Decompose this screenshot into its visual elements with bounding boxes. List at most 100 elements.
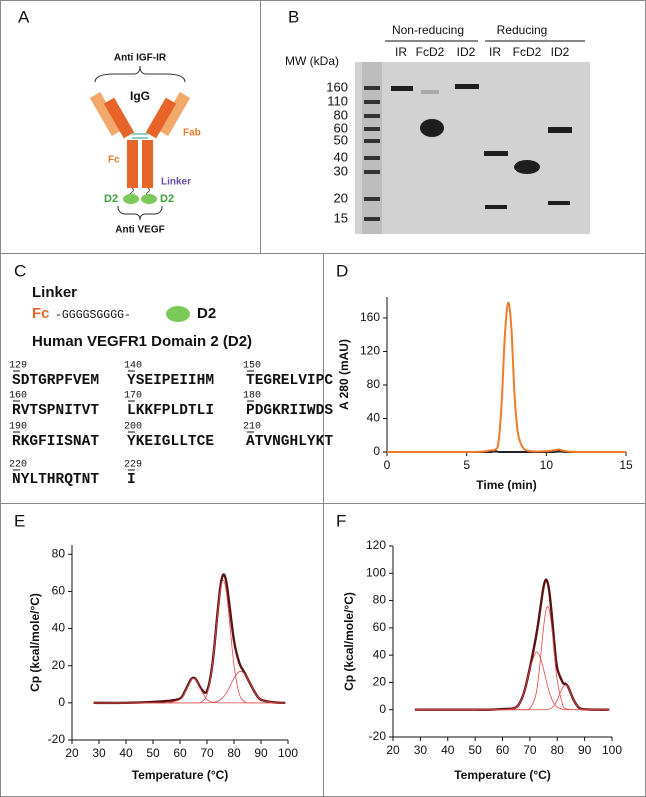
x-tick-label: 30: [92, 746, 106, 760]
x-tick-label: 15: [619, 458, 633, 472]
x-tick-label: 10: [540, 458, 554, 472]
residue-sequence: LKKFPLDTLI: [127, 403, 214, 419]
antibody-diagram: Anti IGF-IR IgG Fab Fc Linker D2 D2 Anti…: [89, 53, 201, 236]
band: [391, 86, 413, 91]
marker-band: [364, 86, 380, 90]
gel-panel: Non-reducing Reducing MW (kDa): [285, 23, 590, 234]
lane-label: FcD2: [416, 45, 445, 59]
lane-label: FcD2: [513, 45, 542, 59]
domain-title: Human VEGFR1 Domain 2 (D2): [32, 333, 252, 350]
lane-label: ID2: [457, 45, 476, 59]
y-tick-label: 60: [373, 620, 387, 634]
mw-label: 50: [334, 132, 348, 147]
marker-band: [364, 114, 380, 118]
y-tick-label: 60: [52, 584, 66, 598]
series-line: [414, 606, 610, 711]
x-tick-label: 30: [414, 743, 428, 757]
x-axis-label: Temperature (°C): [132, 768, 229, 782]
label: Anti IGF-IR: [114, 53, 167, 64]
band: [485, 205, 507, 209]
residue-sequence: RVTSPNITVT: [12, 403, 99, 419]
band: [420, 119, 444, 137]
y-tick-label: 100: [366, 565, 386, 579]
d2-label: D2: [197, 305, 216, 322]
residue-sequence: YSEIPEIIHM: [127, 373, 214, 389]
x-tick-label: 100: [602, 743, 622, 757]
lane-label: ID2: [551, 45, 570, 59]
residue-number: 160: [9, 391, 27, 402]
d2-domain: [141, 194, 157, 204]
x-tick-label: 40: [119, 746, 133, 760]
linker-title: Linker: [32, 284, 77, 301]
residue-number: 129: [9, 361, 27, 372]
fab-light: [157, 91, 191, 137]
y-tick-label: 20: [373, 675, 387, 689]
lane-label: IR: [395, 45, 407, 59]
series-line: [414, 578, 610, 711]
marker-band: [364, 197, 380, 201]
y-tick-label: 0: [379, 702, 386, 716]
marker-band: [364, 139, 380, 143]
band: [421, 90, 439, 94]
band: [514, 160, 540, 174]
series-line: [93, 671, 286, 704]
x-tick-label: 100: [278, 746, 298, 760]
group-label: Non-reducing: [392, 23, 464, 37]
mw-label: 110: [327, 93, 348, 108]
y-tick-label: 120: [360, 344, 380, 358]
mw-label: 60: [334, 120, 348, 135]
x-tick-label: 40: [441, 743, 455, 757]
residue-sequence: SDTGRPFVEM: [12, 373, 99, 389]
fab-heavy: [103, 97, 135, 139]
lane-label: IR: [489, 45, 501, 59]
y-tick-label: -20: [48, 732, 66, 746]
panel-letter: C: [14, 261, 26, 280]
residue-sequence: TEGRELVIPC: [246, 373, 333, 389]
label: Linker: [161, 177, 191, 188]
residue-sequence: YKEIGLLTCE: [127, 434, 214, 450]
band: [484, 151, 508, 156]
marker-band: [364, 217, 380, 221]
residue-sequence: I: [127, 472, 136, 488]
panel-letter: D: [336, 261, 348, 280]
sequence-panel: Linker Fc -GGGGSGGGG- D2 Human VEGFR1 Do…: [32, 284, 252, 350]
brace: [117, 205, 163, 221]
x-tick-label: 50: [146, 746, 160, 760]
y-tick-label: 160: [360, 310, 380, 324]
residue-sequence: RKGFIISNAT: [12, 434, 99, 450]
x-tick-label: 60: [173, 746, 187, 760]
residue-number: 150: [243, 361, 261, 372]
y-tick-label: 40: [52, 621, 66, 635]
band: [548, 201, 570, 205]
panel-letter: F: [336, 511, 346, 530]
fc-chain: [127, 140, 138, 188]
fc-label: Fc: [32, 305, 50, 322]
marker-band: [364, 100, 380, 104]
y-tick-label: -20: [369, 729, 387, 743]
y-tick-label: 0: [58, 695, 65, 709]
marker-band: [364, 170, 380, 174]
y-axis-label: A 280 (mAU): [337, 339, 351, 410]
panel-letter: B: [288, 7, 299, 26]
x-tick-label: 90: [578, 743, 592, 757]
label: D2: [104, 193, 118, 205]
x-tick-label: 20: [65, 746, 79, 760]
y-axis-label: Cp (kcal/mole/°C): [342, 592, 356, 691]
marker-lane: [362, 62, 382, 234]
label: Anti VEGF: [115, 225, 164, 236]
x-tick-label: 90: [254, 746, 268, 760]
fc-chain: [142, 140, 153, 188]
mw-label: 80: [334, 107, 348, 122]
residue-number: 220: [9, 460, 27, 471]
y-tick-label: 80: [367, 377, 381, 391]
linker-seq: -GGGGSGGGG-: [55, 309, 131, 322]
y-tick-label: 40: [373, 647, 387, 661]
mw-label: 15: [334, 210, 348, 225]
y-tick-label: 80: [373, 593, 387, 607]
residue-number: 190: [9, 422, 27, 433]
residue-sequence: ATVNGHLYKT: [246, 434, 333, 450]
x-tick-label: 5: [463, 458, 470, 472]
mw-title: MW (kDa): [285, 54, 339, 68]
series-line: [414, 684, 610, 711]
mw-label: 20: [334, 190, 348, 205]
